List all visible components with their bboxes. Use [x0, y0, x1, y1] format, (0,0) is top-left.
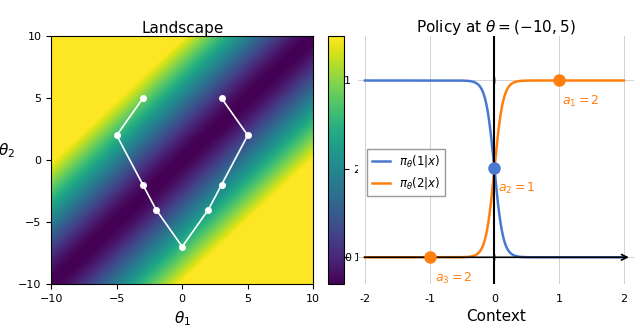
Legend: $\pi_\theta(1|x)$, $\pi_\theta(2|x)$: $\pi_\theta(1|x)$, $\pi_\theta(2|x)$	[367, 149, 445, 196]
$\pi_\theta(2|x)$	[620, 79, 628, 82]
Line: $\pi_\theta(1|x)$: $\pi_\theta(1|x)$	[365, 81, 624, 257]
$\pi_\theta(2|x)$	[388, 255, 396, 259]
Text: $a_3=2$: $a_3=2$	[435, 271, 472, 286]
$\pi_\theta(1|x)$	[563, 255, 571, 259]
Y-axis label: $\theta_2$: $\theta_2$	[0, 141, 15, 160]
$\pi_\theta(1|x)$	[466, 79, 474, 83]
$\pi_\theta(2|x)$	[475, 250, 483, 254]
$\pi_\theta(1|x)$	[620, 255, 628, 259]
Text: $a_1=2$: $a_1=2$	[563, 94, 600, 109]
$\pi_\theta(1|x)$	[361, 79, 369, 82]
$\pi_\theta(1|x)$	[475, 83, 483, 87]
$\pi_\theta(1|x)$	[388, 79, 396, 82]
$\pi_\theta(1|x)$	[568, 255, 575, 259]
Text: $a_2=1$: $a_2=1$	[498, 181, 535, 196]
$\pi_\theta(2|x)$	[466, 255, 474, 259]
$\pi_\theta(2|x)$	[539, 79, 547, 82]
$\pi_\theta(2|x)$	[568, 79, 575, 82]
Line: $\pi_\theta(2|x)$: $\pi_\theta(2|x)$	[365, 81, 624, 257]
$\pi_\theta(2|x)$	[563, 79, 571, 82]
$\pi_\theta(2|x)$	[361, 255, 369, 259]
X-axis label: Context: Context	[466, 309, 526, 324]
X-axis label: $\theta_1$: $\theta_1$	[173, 309, 191, 328]
Title: Policy at $\theta = (-10, 5)$: Policy at $\theta = (-10, 5)$	[416, 18, 576, 37]
Title: Landscape: Landscape	[141, 21, 223, 36]
$\pi_\theta(1|x)$	[539, 255, 547, 259]
